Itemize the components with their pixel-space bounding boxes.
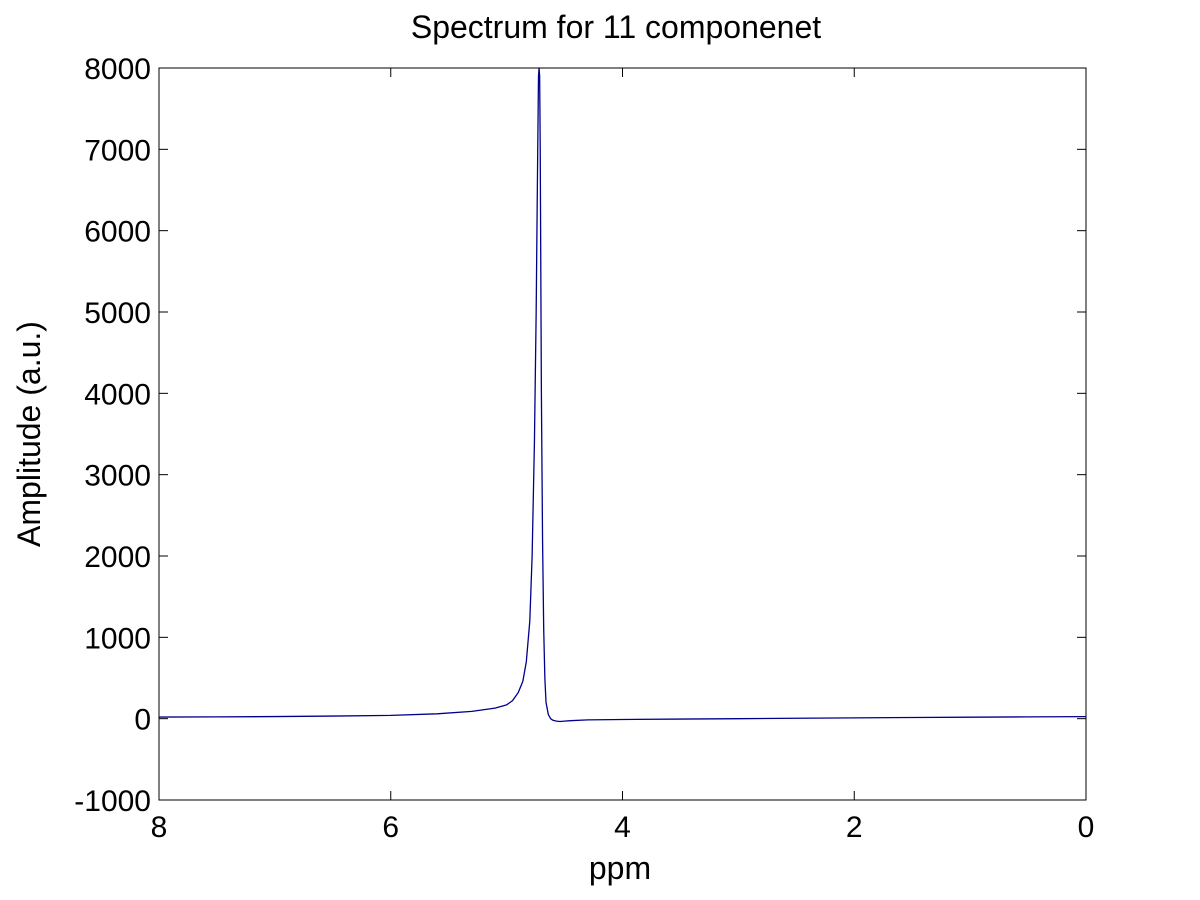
tick-labels: 8 6 4 2 0 -1000 0 1000 2000 3000 4000 5000 6000 7000 8… — [74, 53, 1094, 844]
y-tick-label-2: 1000 — [84, 622, 151, 655]
data-layer — [158, 67, 1087, 723]
y-axis-label: Amplitude (a.u.) — [11, 321, 47, 547]
y-tick-label-4: 3000 — [84, 460, 151, 493]
y-tick-label-1: 0 — [134, 704, 151, 737]
y-tick-label-8: 7000 — [84, 134, 151, 167]
x-tick-label-3: 2 — [846, 811, 863, 844]
spectrum-line-0 — [158, 67, 1087, 723]
y-tick-label-3: 2000 — [84, 541, 151, 574]
x-axis-label: ppm — [589, 850, 651, 886]
y-tick-label-5: 4000 — [84, 378, 151, 411]
y-tick-label-0: -1000 — [74, 785, 151, 818]
y-tick-label-6: 5000 — [84, 297, 151, 330]
x-tick-label-1: 6 — [382, 811, 399, 844]
chart-title: Spectrum for 11 componenet — [411, 9, 821, 45]
y-tick-label-7: 6000 — [84, 216, 151, 249]
x-tick-label-0: 8 — [151, 811, 168, 844]
plot-frame — [158, 67, 1087, 801]
x-tick-label-4: 0 — [1078, 811, 1095, 844]
plot-area — [159, 68, 1086, 800]
y-tick-label-9: 8000 — [84, 53, 151, 86]
x-tick-label-2: 4 — [614, 811, 631, 844]
